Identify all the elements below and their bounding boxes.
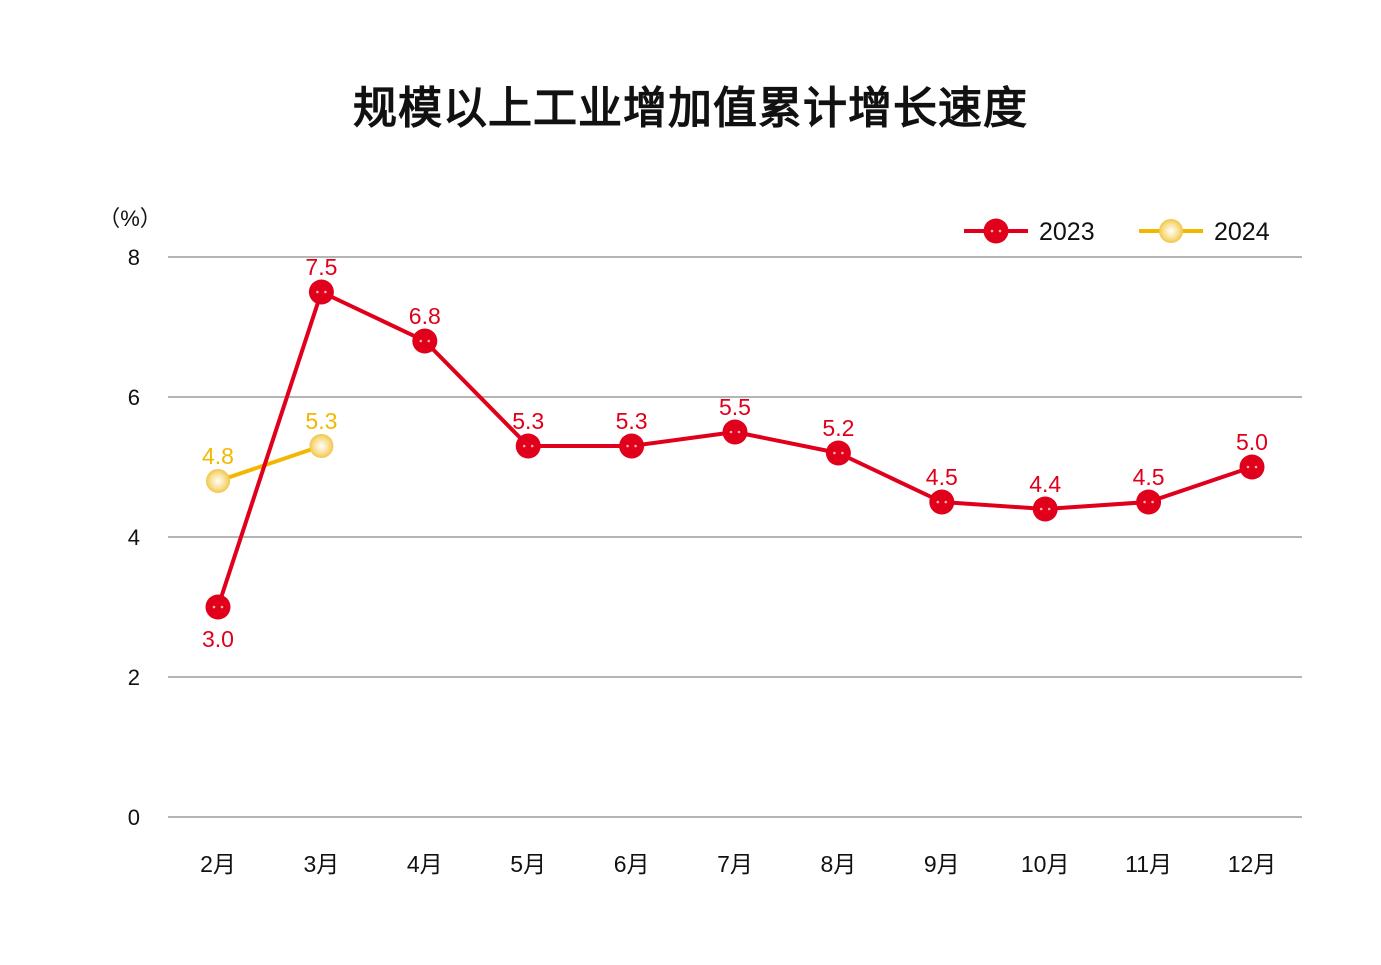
series-2024: 4.8 5.3 [202, 408, 337, 493]
legend-label: 2023 [1039, 218, 1095, 246]
series-line [216, 290, 1253, 608]
data-point [515, 433, 541, 459]
x-tick-label: 4月 [407, 851, 443, 877]
series-line [217, 444, 323, 483]
data-label: 5.3 [616, 408, 648, 434]
y-tick-label: 0 [128, 805, 140, 830]
data-label: 5.3 [512, 408, 544, 434]
legend-marker [983, 218, 1009, 244]
x-tick-label: 2月 [200, 851, 236, 877]
chart-title: 规模以上工业增加值累计增长速度 [353, 83, 1028, 134]
x-tick-label: 11月 [1125, 851, 1172, 877]
data-point [722, 419, 748, 445]
data-label: 4.8 [202, 443, 234, 469]
legend-item-2024: 2024 [1139, 218, 1270, 246]
data-label: 4.4 [1029, 471, 1061, 497]
x-tick-label: 3月 [304, 851, 340, 877]
x-tick-label: 12月 [1228, 851, 1277, 877]
data-point [308, 279, 334, 305]
data-label: 6.8 [409, 303, 441, 329]
y-axis-unit: （%） [98, 206, 162, 231]
x-tick-label: 8月 [821, 851, 857, 877]
y-tick-label: 4 [128, 525, 140, 550]
y-tick-label: 6 [128, 385, 140, 410]
data-point [205, 594, 231, 620]
data-point [825, 440, 851, 466]
y-tick-label: 2 [128, 665, 140, 690]
data-label: 7.5 [305, 254, 337, 280]
x-tick-label: 9月 [924, 851, 960, 877]
data-point [1032, 496, 1058, 522]
legend-marker [1159, 219, 1183, 243]
data-point [1136, 489, 1162, 515]
legend-item-2023: 2023 [964, 218, 1095, 246]
data-point [929, 489, 955, 515]
x-tick-label: 10月 [1021, 851, 1070, 877]
x-tick-label: 5月 [510, 851, 546, 877]
data-label: 5.0 [1236, 429, 1268, 455]
x-tick-label: 6月 [614, 851, 650, 877]
x-tick-label: 7月 [717, 851, 753, 877]
y-tick-label: 8 [128, 245, 140, 270]
data-label: 4.5 [1133, 464, 1165, 490]
series-2023: 3.0 7.5 6.8 5.3 5.3 5.5 5.2 4.5 4.4 4.5 5.0 [202, 254, 1268, 652]
data-label: 5.5 [719, 394, 751, 420]
data-label: 5.2 [822, 415, 854, 441]
data-label: 3.0 [202, 626, 234, 652]
data-point [619, 433, 645, 459]
data-point [1239, 454, 1265, 480]
data-point [412, 328, 438, 354]
data-label: 4.5 [926, 464, 958, 490]
data-point [309, 434, 334, 458]
data-label: 5.3 [305, 408, 337, 434]
data-point [206, 469, 230, 493]
legend-label: 2024 [1214, 218, 1270, 246]
